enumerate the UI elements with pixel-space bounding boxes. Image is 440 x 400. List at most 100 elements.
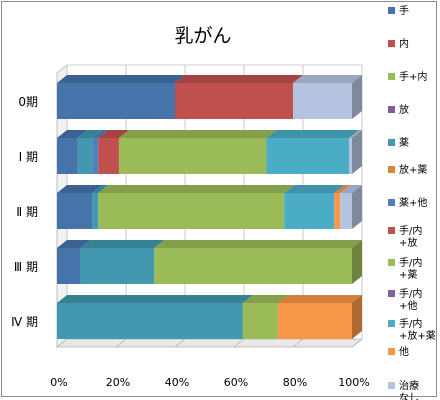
bar-segment-front [57, 248, 81, 284]
bar-segment-front [92, 193, 99, 229]
legend-item: 放 [388, 103, 409, 116]
legend-label: 放 [399, 103, 409, 116]
bar-segment-top [242, 295, 289, 303]
legend-item: 手/内+薬 [388, 256, 422, 281]
legend-item: 他 [388, 345, 409, 358]
bar-segment-front [175, 83, 293, 119]
bar-segment [175, 75, 303, 119]
bar-segment-top [92, 130, 109, 138]
bar-segment-front [340, 193, 352, 229]
bar-segment-front [242, 303, 279, 339]
gridline-floor [174, 338, 186, 348]
gridline-floor [233, 338, 245, 348]
bar-segment-side [352, 75, 362, 119]
x-tick-label: 60% [224, 376, 248, 389]
x-tick-label: 0% [50, 376, 67, 389]
bar-segment-front [293, 83, 352, 119]
legend-label: 手+内 [399, 70, 427, 83]
bar-segment-top [284, 185, 345, 193]
bar-segment-top [334, 185, 351, 193]
category-label: Ⅳ 期 [11, 315, 38, 329]
plot-floor [55, 338, 364, 348]
bar-segment-top [278, 295, 362, 303]
bar-segment [80, 240, 165, 284]
legend-label: 他 [399, 345, 409, 358]
bar-segment-top [57, 295, 253, 303]
bar-segment-top [154, 240, 362, 248]
legend-swatch [388, 382, 395, 389]
legend-label: 治療なし [399, 379, 419, 400]
bar-segment-front [57, 138, 78, 174]
bar-segment-front [154, 248, 352, 284]
legend-swatch [388, 7, 395, 14]
bar-segment-front [77, 138, 93, 174]
bar-segment-front [349, 138, 352, 174]
legend-label: 放+薬 [399, 163, 427, 176]
category-label: Ⅱ 期 [16, 205, 38, 219]
bar-segment-top [293, 75, 362, 83]
legend-item: 手 [388, 4, 409, 17]
gridline-floor [56, 338, 68, 348]
bar-segment-top [57, 75, 185, 83]
x-tick-label: 80% [283, 376, 307, 389]
bar-segment-top [80, 240, 165, 248]
legend-label: 手/内+他 [399, 287, 422, 312]
bar-segment-front [98, 193, 285, 229]
bar-segment-side [352, 295, 362, 339]
legend-item: 薬 [388, 137, 409, 149]
bar-segment [284, 185, 345, 229]
category-label: Ⅰ 期 [19, 150, 38, 164]
legend-item: 治療なし [388, 379, 419, 400]
bar-segment [349, 130, 362, 174]
legend-swatch [388, 73, 395, 80]
x-tick-label: 20% [106, 376, 130, 389]
bar-segment-top [349, 130, 362, 138]
legend-label: 手/内+放 [399, 224, 422, 249]
legend-swatch [388, 166, 395, 173]
bar-segment-front [278, 303, 352, 339]
bar-segment-front [57, 303, 243, 339]
legend-swatch [388, 199, 395, 206]
bar-segment [334, 185, 351, 229]
bar-segment-top [266, 130, 360, 138]
legend-item: 手/内+他 [388, 287, 422, 312]
bar-segment-front [284, 193, 335, 229]
bar-segment-top [92, 185, 109, 193]
bar-segment [77, 130, 103, 174]
bar-segment-side [352, 130, 362, 174]
bar-segment-front [334, 193, 341, 229]
legend-swatch [388, 290, 395, 297]
legend-swatch [388, 320, 395, 327]
bar-segment-front [266, 138, 350, 174]
legend-swatch [388, 259, 395, 266]
bar-segment-front [98, 138, 119, 174]
bar-segment [154, 240, 362, 284]
bar-segment [340, 185, 362, 229]
bar-segment [57, 295, 253, 339]
category-label: Ⅲ 期 [14, 260, 38, 274]
legend-swatch [388, 227, 395, 234]
legend-swatch [388, 106, 395, 113]
x-tick-label: 40% [165, 376, 189, 389]
legend-label: 内 [399, 37, 409, 50]
legend-swatch [388, 348, 395, 355]
bar-segment-top [340, 185, 362, 193]
bar-segment-top [57, 185, 103, 193]
bar-segment-front [57, 83, 175, 119]
legend-item: 放+薬 [388, 163, 427, 176]
bar-segment-top [57, 130, 88, 138]
gridline-floor [115, 338, 127, 348]
bar-segment-front [57, 193, 93, 229]
bar-segment-side [352, 185, 362, 229]
legend-label: 手 [399, 4, 409, 17]
legend-label: 手/内+薬 [399, 256, 422, 281]
bar-segment [118, 130, 277, 174]
bar-segment-top [98, 185, 295, 193]
legend-item: 手/内+放 [388, 224, 422, 249]
legend-label: 薬 [399, 137, 409, 149]
x-tick-label: 100% [338, 376, 369, 389]
bar-segment-top [57, 240, 91, 248]
bar-segment [57, 185, 103, 229]
